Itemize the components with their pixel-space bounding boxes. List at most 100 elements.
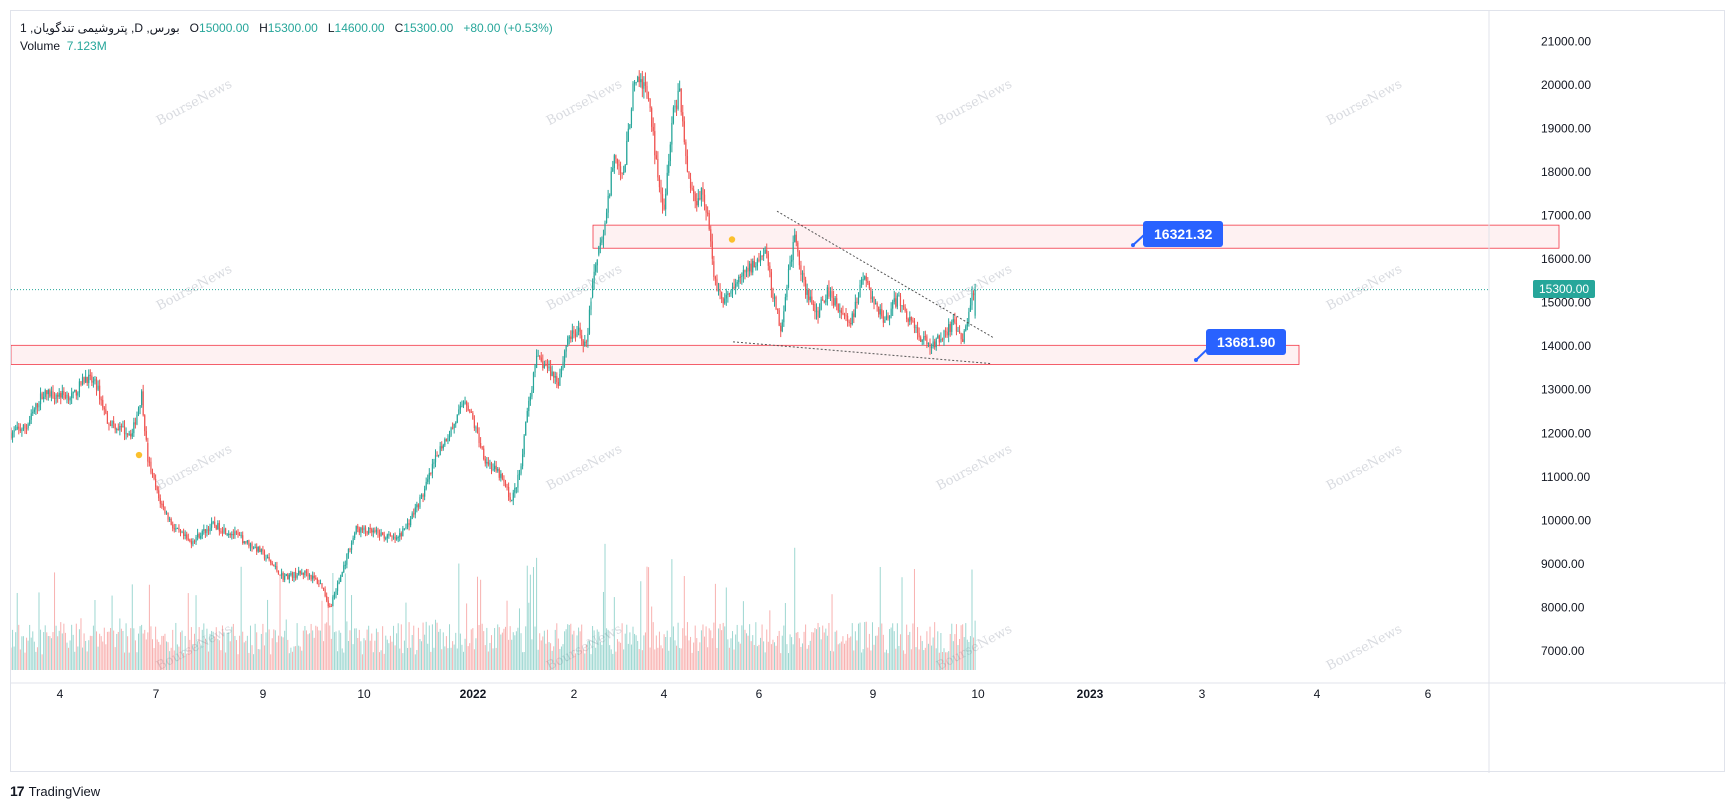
candle-body (251, 543, 253, 549)
volume-bar (571, 634, 573, 670)
candle-body (11, 433, 12, 438)
candle-body (610, 171, 612, 196)
candle-body (904, 306, 906, 312)
volume-bar (78, 629, 80, 670)
time-axis[interactable]: 4 7 9 10 2022 2 4 6 9 10 2023 3 4 6 (57, 687, 1432, 701)
candle-body (495, 465, 497, 471)
volume-bar (22, 636, 24, 670)
volume-bar (363, 638, 365, 670)
volume-bar (124, 652, 126, 670)
candle-body (890, 308, 892, 316)
volume-bar (369, 640, 371, 670)
resistance-zone[interactable] (592, 224, 1560, 249)
volume-bar (517, 627, 519, 670)
lower-level-callout[interactable]: 13681.90 (1206, 328, 1287, 355)
volume-bar (463, 651, 465, 670)
watermark-text: BourseNews (934, 622, 1015, 674)
volume-bar (319, 630, 321, 670)
volume-bar (18, 624, 20, 670)
candle-body (969, 305, 972, 312)
candle-body (366, 531, 368, 534)
tradingview-logo[interactable]: 17 TradingView (10, 783, 100, 799)
volume-bar (948, 651, 950, 670)
candle-body (30, 413, 32, 420)
open-value: 15000.00 (199, 21, 250, 35)
lower-trendline[interactable] (732, 341, 992, 365)
candle-body (436, 455, 438, 457)
candle-body (619, 166, 622, 174)
candle-body (629, 124, 631, 129)
volume-bar (739, 643, 741, 670)
candle-body (238, 534, 241, 536)
volume-bar (940, 632, 942, 670)
candle-body (801, 272, 804, 275)
volume-bar (638, 649, 640, 670)
candle-body (675, 105, 678, 109)
candle-body (406, 523, 409, 528)
candle-body (83, 377, 85, 383)
candle-body (923, 336, 925, 340)
candle-body (455, 422, 457, 425)
volume-bar (856, 640, 858, 670)
volume-bar (927, 643, 929, 670)
volume-bar (912, 623, 914, 670)
candle-body (39, 393, 42, 405)
volume-bar (539, 633, 541, 670)
volume-bar (279, 574, 281, 670)
volume-bar (226, 633, 228, 670)
volume-bar (803, 631, 805, 670)
candle-body (304, 570, 306, 575)
volume-bar (298, 645, 300, 670)
candle-body (307, 572, 309, 577)
candle-body (854, 301, 856, 318)
volume-bar (579, 631, 581, 670)
candle-body (220, 531, 222, 533)
volume-bar (102, 641, 104, 670)
candle-body (965, 326, 967, 331)
support-zone[interactable] (11, 344, 1300, 365)
volume-bar (470, 629, 472, 670)
chart-canvas[interactable]: BourseNews BourseNews BourseNews BourseNews… (11, 11, 1726, 773)
candle-body (797, 242, 799, 252)
event-marker-icon[interactable] (135, 451, 143, 459)
candle-body (178, 527, 180, 530)
volume-bar (337, 651, 339, 670)
candle-body (643, 82, 645, 89)
candle-body (335, 591, 337, 595)
watermark-text: BourseNews (544, 77, 625, 129)
upper-level-callout[interactable]: 16321.32 (1143, 221, 1224, 248)
upper-trendline[interactable] (776, 210, 994, 338)
candle-body (44, 390, 46, 397)
volume-bar (100, 636, 102, 670)
candle-body (217, 523, 219, 530)
candle-body (224, 528, 227, 535)
candle-body (50, 391, 53, 397)
volume-bar (407, 647, 409, 670)
volume-bar (153, 648, 155, 670)
volume-bar (755, 622, 757, 670)
candle-body (405, 527, 407, 529)
candle-body (57, 394, 59, 397)
candle-body (508, 486, 510, 498)
candle-body (968, 311, 970, 323)
volume-bar (176, 644, 178, 670)
candle-body (909, 316, 911, 322)
candle-body (733, 286, 735, 289)
candle-body (414, 507, 416, 515)
candle-body (836, 298, 838, 304)
candle-body (820, 299, 822, 310)
candle-body (677, 90, 679, 109)
candle-body (679, 88, 681, 91)
event-marker-icon[interactable] (728, 236, 736, 243)
price-axis[interactable]: 21000.00 20000.00 19000.00 18000.00 17000.00… (1541, 34, 1591, 658)
candle-body (245, 541, 247, 543)
candle-body (192, 541, 194, 545)
volume-bar (138, 633, 140, 670)
volume-bar (750, 641, 752, 670)
volume-bar (504, 626, 506, 670)
candle-body (111, 421, 113, 427)
volume-bar (354, 628, 356, 670)
volume-bar (209, 633, 211, 670)
candle-body (666, 172, 668, 195)
candle-body (867, 280, 869, 283)
